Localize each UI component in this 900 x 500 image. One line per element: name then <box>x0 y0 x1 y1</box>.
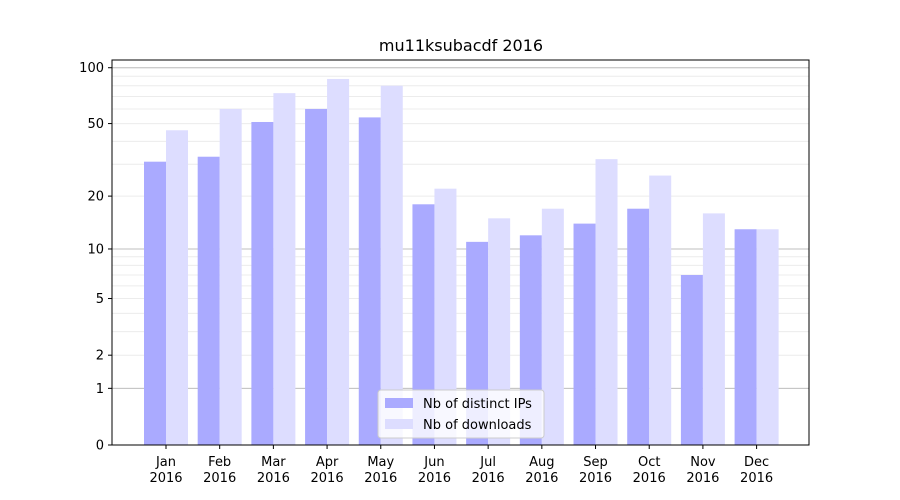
bar-downloads <box>219 108 242 445</box>
bar-downloads <box>595 159 618 445</box>
bar-distinct-ips <box>358 117 381 446</box>
x-tick-label-month: Feb <box>208 455 231 470</box>
x-tick-label-month: Nov <box>690 455 716 470</box>
y-tick-label: 10 <box>87 242 104 257</box>
x-tick-label-month: Oct <box>638 455 660 470</box>
legend-box <box>377 389 545 439</box>
x-tick-label-year: 2016 <box>633 471 666 486</box>
x-tick-label-year: 2016 <box>149 471 182 486</box>
bar-downloads <box>756 229 779 445</box>
bar-distinct-ips <box>627 208 650 445</box>
y-tick-label: 50 <box>87 117 104 132</box>
legend-swatch-series-2 <box>385 419 413 429</box>
bar-distinct-ips <box>412 204 435 445</box>
x-tick-label-year: 2016 <box>418 471 451 486</box>
x-tick-label-year: 2016 <box>525 471 558 486</box>
legend-swatch-series-1 <box>385 398 413 408</box>
x-axis-ticks: Jan2016Feb2016Mar2016Apr2016May2016Jun20… <box>149 445 773 486</box>
bar-distinct-ips <box>251 121 274 445</box>
bar-downloads <box>649 175 672 445</box>
y-tick-label: 0 <box>96 439 104 454</box>
bar-distinct-ips <box>573 223 596 445</box>
x-tick-label-month: Jan <box>155 455 176 470</box>
chart-title: mu11ksubacdf 2016 <box>379 36 543 55</box>
bar-distinct-ips <box>197 156 220 446</box>
y-tick-label: 2 <box>96 349 104 364</box>
x-tick-label-month: May <box>367 455 394 470</box>
x-tick-label-year: 2016 <box>686 471 719 486</box>
y-axis-ticks: 0 1 2 5 10 20 50 100 <box>79 61 112 454</box>
x-tick-label-month: Aug <box>529 455 554 470</box>
x-tick-label-year: 2016 <box>257 471 290 486</box>
x-tick-label-month: Dec <box>744 455 769 470</box>
bar-distinct-ips <box>305 108 328 445</box>
y-tick-label: 5 <box>96 292 104 307</box>
x-tick-label-year: 2016 <box>311 471 344 486</box>
x-tick-label-year: 2016 <box>579 471 612 486</box>
legend-label-series-2: Nb of downloads <box>423 418 532 433</box>
x-tick-label-month: Apr <box>316 455 339 470</box>
bar-downloads <box>327 78 350 446</box>
x-tick-label-year: 2016 <box>364 471 397 486</box>
legend: Nb of distinct IPs Nb of downloads <box>377 389 545 439</box>
x-tick-label-year: 2016 <box>203 471 236 486</box>
bar-downloads <box>541 208 564 445</box>
plot-frame <box>111 59 810 446</box>
legend-label-series-1: Nb of distinct IPs <box>423 397 532 412</box>
x-tick-label-year: 2016 <box>740 471 773 486</box>
bar-downloads <box>273 93 296 445</box>
bar-downloads <box>380 85 403 445</box>
bar-distinct-ips <box>734 229 757 445</box>
bar-downloads <box>434 188 457 445</box>
x-tick-label-month: Jun <box>423 455 444 470</box>
x-tick-label-month: Jul <box>479 455 496 470</box>
bar-distinct-ips <box>144 161 166 445</box>
y-tick-label: 1 <box>96 382 104 397</box>
x-tick-label-month: Mar <box>261 455 286 470</box>
y-tick-label: 100 <box>79 61 104 76</box>
bar-downloads <box>166 130 188 445</box>
bar-distinct-ips <box>680 275 703 445</box>
x-tick-label-year: 2016 <box>472 471 505 486</box>
x-tick-label-month: Sep <box>583 455 608 470</box>
bar-downloads <box>488 218 511 445</box>
y-tick-label: 20 <box>87 190 104 205</box>
bar-downloads <box>702 213 725 445</box>
